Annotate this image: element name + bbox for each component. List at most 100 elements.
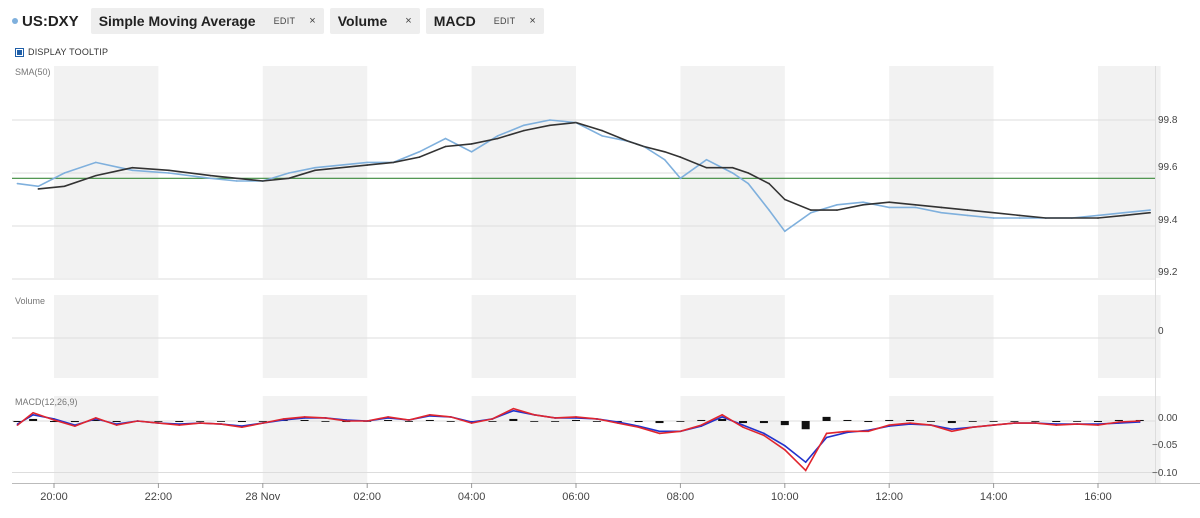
price-point — [914, 206, 917, 209]
x-tick-label: 14:00 — [980, 491, 1008, 503]
histogram-bar — [488, 421, 497, 422]
sma-point — [575, 121, 577, 124]
macd-point — [303, 416, 306, 418]
macd-point — [470, 422, 473, 424]
macd-point — [512, 407, 515, 410]
macd-point — [721, 414, 723, 416]
edit-macd-button[interactable]: EDIT — [493, 16, 516, 26]
macd-point — [971, 426, 974, 428]
macd-point — [491, 418, 494, 420]
x-tick-label: 16:00 — [1084, 491, 1112, 503]
price-point — [1123, 211, 1125, 214]
sma-point — [549, 124, 551, 127]
histogram-bar — [384, 419, 393, 421]
session-shade — [1098, 66, 1161, 278]
macd-point — [596, 418, 598, 420]
macd-point — [763, 434, 765, 437]
sma-point — [1123, 214, 1125, 217]
price-point — [679, 177, 682, 180]
macd-point — [74, 425, 76, 427]
price-point — [731, 172, 734, 174]
macd-point — [1118, 421, 1120, 423]
macd-point — [241, 426, 243, 428]
price-point — [418, 151, 421, 153]
checkbox-icon[interactable] — [15, 47, 24, 57]
x-tick-label: 06:00 — [562, 491, 590, 503]
macd-point — [115, 424, 118, 426]
histogram-bar — [572, 419, 580, 421]
histogram-bar — [1031, 421, 1040, 422]
indicator-chip-volume[interactable]: Volume × — [329, 8, 420, 34]
price-point — [940, 211, 943, 214]
session-shade — [54, 295, 159, 378]
macd-point — [742, 426, 744, 428]
histogram-bar — [926, 421, 935, 422]
histogram-bar — [843, 419, 852, 421]
histogram-bar — [154, 421, 163, 422]
macd-point — [888, 424, 890, 426]
signal-point — [825, 436, 828, 439]
macd-point — [784, 449, 786, 451]
session-shade — [471, 66, 576, 278]
sma-point — [496, 137, 499, 140]
sma-point — [63, 185, 66, 188]
histogram-bar — [822, 416, 831, 421]
macd-point — [825, 432, 828, 435]
macd-point — [220, 423, 222, 425]
price-point — [209, 177, 212, 180]
histogram-bar — [718, 418, 727, 421]
price-point — [63, 172, 66, 174]
price-point — [94, 161, 97, 164]
price-point — [1018, 217, 1021, 219]
macd-point — [951, 430, 953, 433]
remove-sma-button[interactable]: × — [309, 15, 316, 27]
histogram-bar — [634, 421, 643, 423]
macd-point — [282, 418, 285, 420]
ticker-label[interactable]: US:DXY — [8, 13, 85, 30]
signal-point — [32, 414, 34, 416]
sma-point — [663, 151, 666, 153]
session-shade — [471, 295, 576, 378]
session-shade — [889, 396, 994, 483]
histogram-bar — [1073, 421, 1082, 422]
macd-point — [94, 417, 97, 419]
macd-ytick-neg-0-10: −0.10 — [1152, 468, 1178, 479]
session-shading — [54, 66, 1161, 483]
histogram-bar — [697, 419, 706, 421]
price-point — [992, 217, 995, 219]
sma-point — [1045, 217, 1047, 219]
session-shade — [262, 66, 368, 278]
sma-point — [1071, 217, 1073, 219]
series-color-dot — [12, 18, 18, 24]
sma-point — [862, 204, 864, 206]
macd-point — [930, 424, 932, 426]
remove-volume-button[interactable]: × — [405, 15, 412, 27]
signal-point — [658, 430, 661, 433]
sma-point — [747, 172, 750, 174]
price-point — [705, 158, 708, 161]
price-panel-title: SMA(50) — [15, 67, 51, 77]
sma-point — [601, 129, 603, 132]
histogram-bar — [29, 418, 38, 421]
sma-point — [1097, 217, 1099, 219]
indicator-chip-macd[interactable]: MACD EDIT × — [425, 8, 544, 34]
price-ytick-99-2: 99.2 — [1158, 267, 1178, 278]
price-point — [1097, 214, 1099, 217]
remove-macd-button[interactable]: × — [529, 15, 536, 27]
x-tick-label: 20:00 — [40, 491, 68, 503]
edit-sma-button[interactable]: EDIT — [273, 16, 296, 26]
histogram-bar — [509, 418, 518, 421]
signal-point — [763, 432, 765, 435]
indicator-chip-sma[interactable]: Simple Moving Average EDIT × — [90, 8, 324, 34]
histogram-bar — [655, 421, 664, 424]
chip-label-volume: Volume — [337, 13, 388, 29]
price-point — [888, 206, 890, 209]
macd-point — [157, 422, 160, 424]
macd-point — [846, 430, 849, 433]
display-tooltip-toggle[interactable]: DISPLAY TOOLTIP — [15, 47, 108, 57]
sma-point — [768, 182, 770, 185]
histogram-bar — [592, 421, 601, 422]
histogram-bar — [50, 421, 58, 423]
price-point — [836, 204, 838, 206]
